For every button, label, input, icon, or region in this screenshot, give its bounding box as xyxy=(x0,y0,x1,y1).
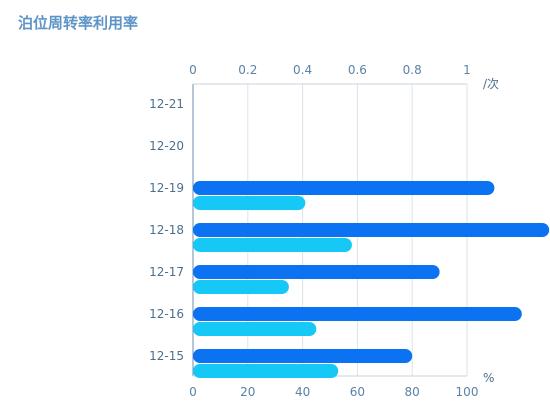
bottom-axis-unit: % xyxy=(483,371,494,385)
bar-turnover xyxy=(193,223,550,237)
bar-turnover xyxy=(193,349,413,363)
top-tick-label: 0.8 xyxy=(403,63,422,77)
bar-turnover xyxy=(193,181,495,195)
top-tick-label: 1 xyxy=(463,63,471,77)
bottom-tick-label: 40 xyxy=(295,385,310,399)
top-tick-label: 0.6 xyxy=(348,63,367,77)
category-label: 12-15 xyxy=(149,349,184,363)
bar-utilization xyxy=(193,196,306,210)
bar-utilization xyxy=(193,238,352,252)
category-label: 12-19 xyxy=(149,181,184,195)
chart-title: 泊位周转率利用率 xyxy=(18,14,139,32)
bottom-tick-label: 80 xyxy=(405,385,420,399)
bottom-tick-label: 100 xyxy=(456,385,479,399)
bottom-tick-label: 60 xyxy=(350,385,365,399)
top-tick-label: 0 xyxy=(189,63,197,77)
category-label: 12-20 xyxy=(149,139,184,153)
category-label: 12-18 xyxy=(149,223,184,237)
bar-turnover xyxy=(193,307,522,321)
bar-utilization xyxy=(193,280,289,294)
bar-turnover xyxy=(193,265,440,279)
bar-utilization xyxy=(193,322,317,336)
category-label: 12-16 xyxy=(149,307,184,321)
bottom-tick-label: 0 xyxy=(189,385,197,399)
top-axis-unit: /次 xyxy=(483,77,499,91)
bar-utilization xyxy=(193,364,339,378)
category-label: 12-21 xyxy=(149,97,184,111)
top-tick-label: 0.2 xyxy=(238,63,257,77)
category-label: 12-17 xyxy=(149,265,184,279)
top-tick-label: 0.4 xyxy=(293,63,312,77)
bottom-tick-label: 20 xyxy=(240,385,255,399)
